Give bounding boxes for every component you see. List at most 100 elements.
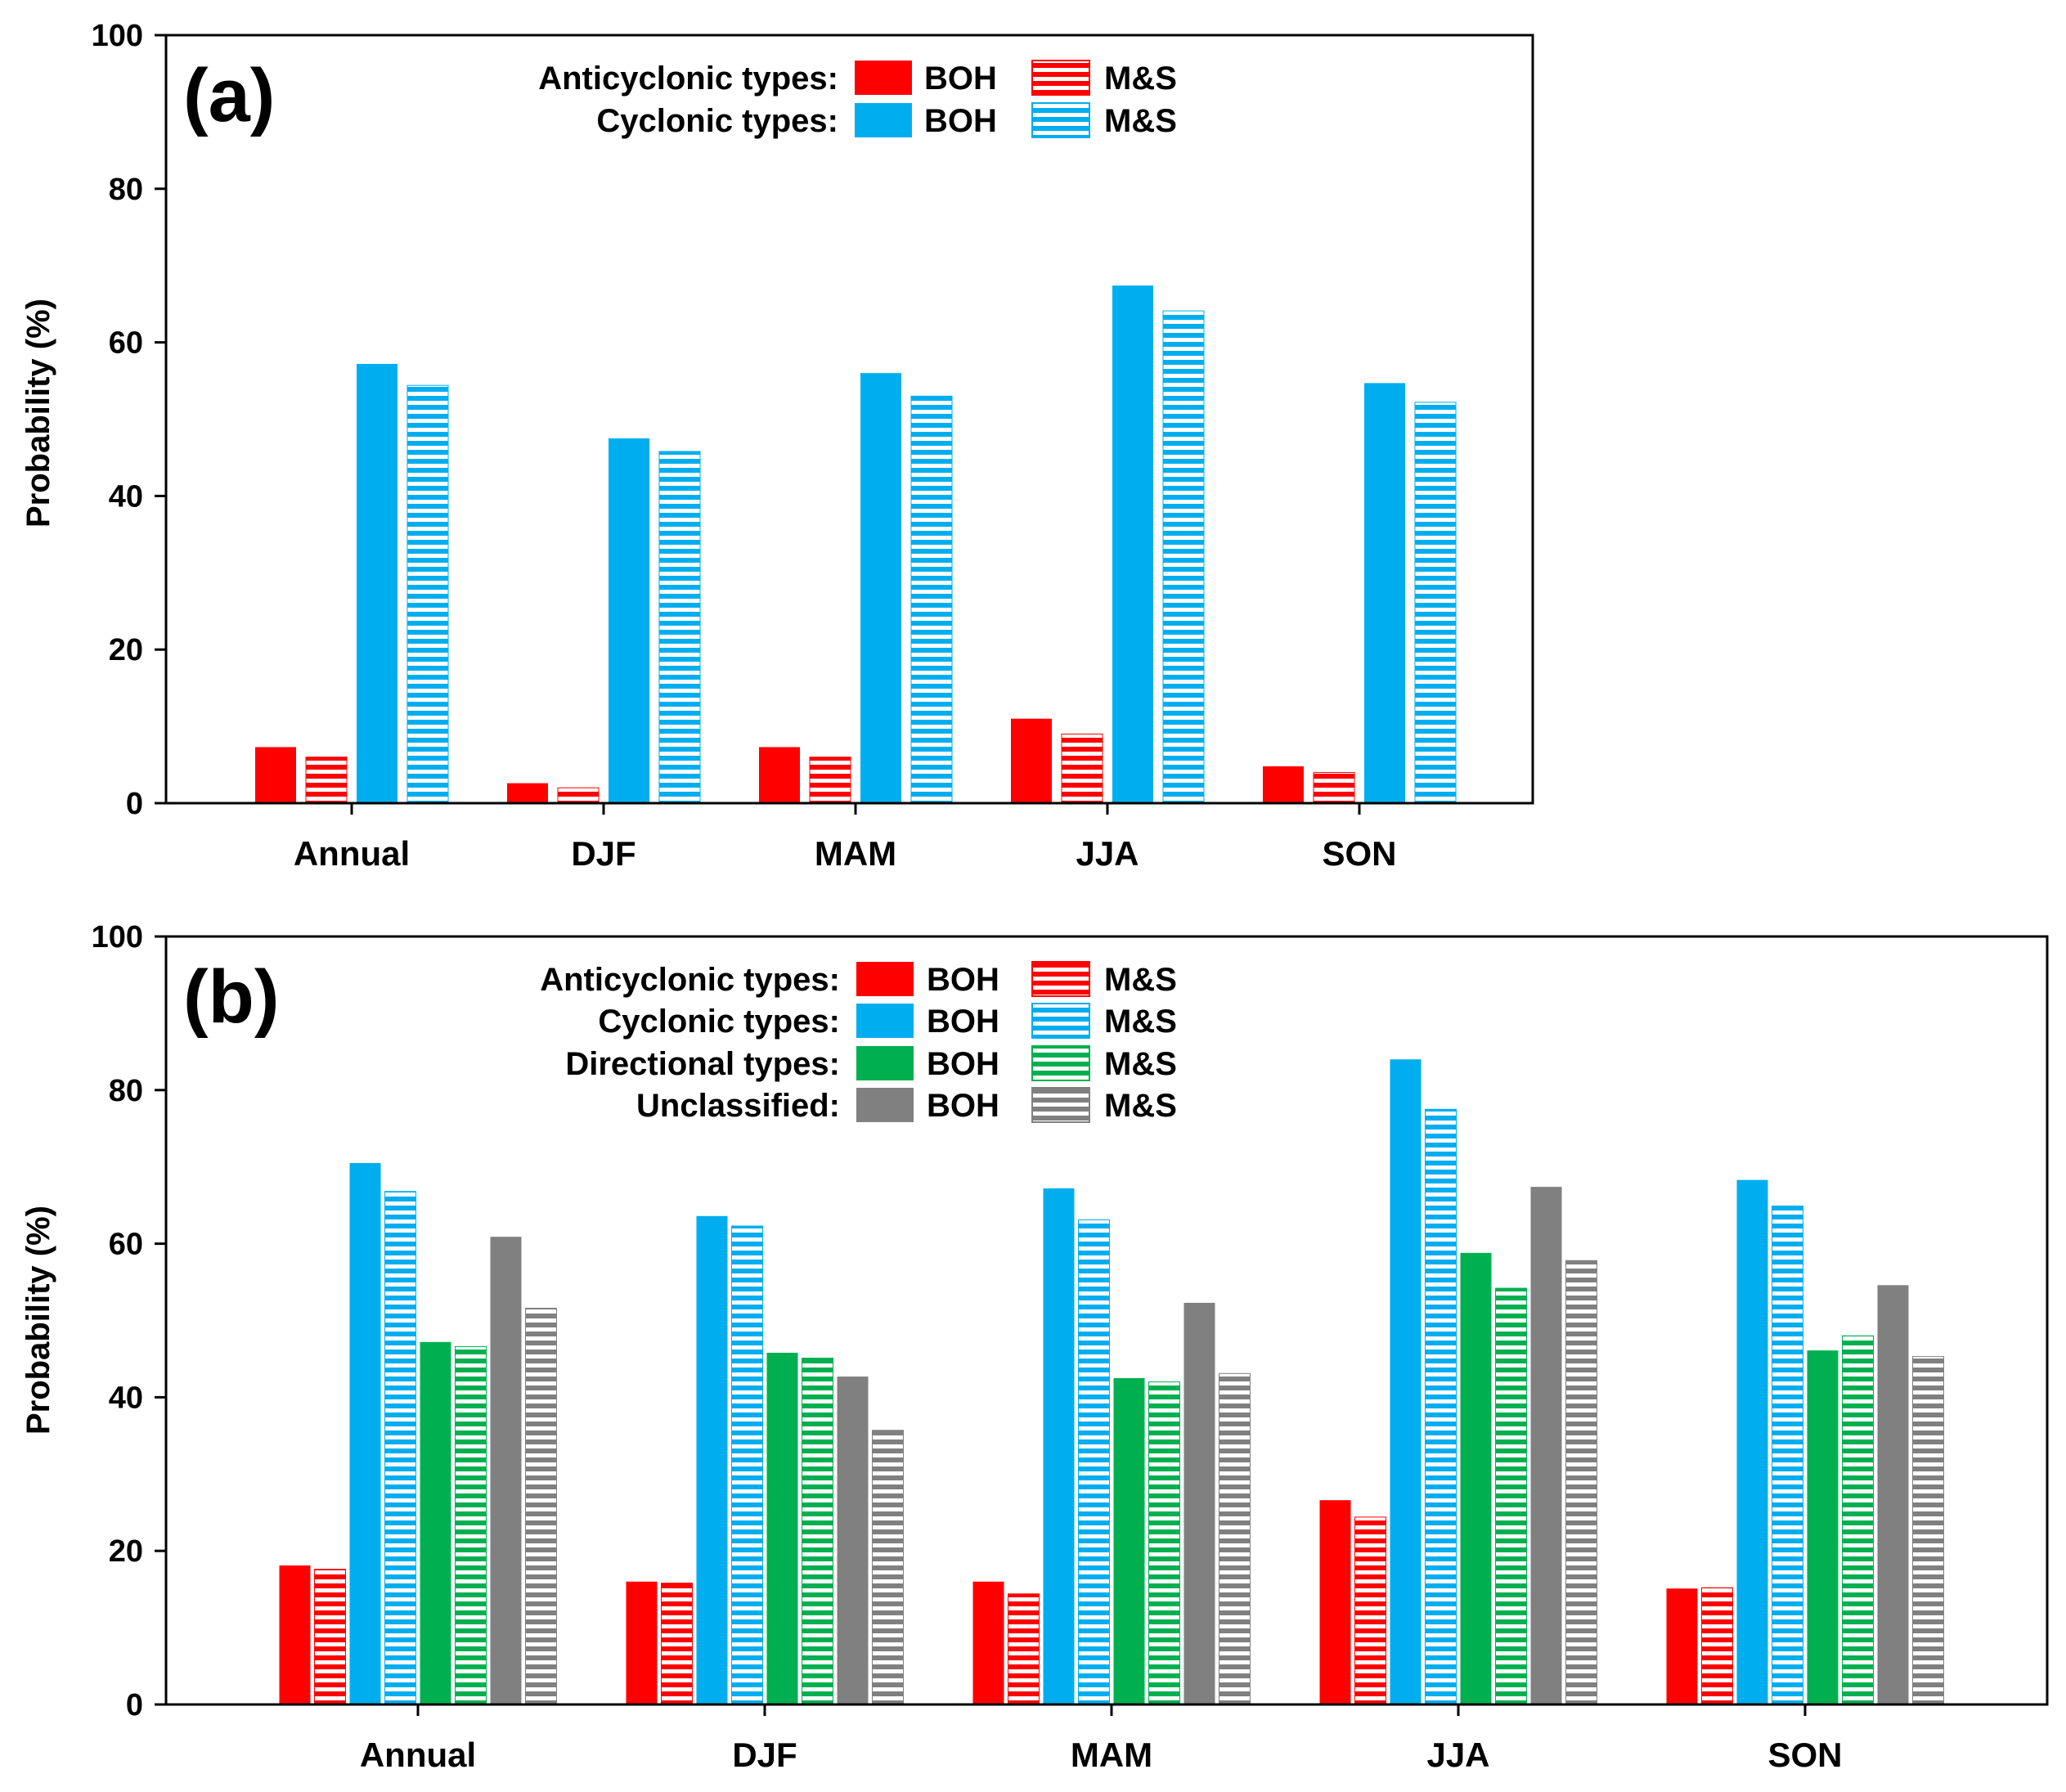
bar-directional-boh-jja (1460, 1252, 1492, 1704)
bar-anticyclonic-boh-son (1666, 1588, 1698, 1704)
bar-unclassified-boh-mam (1183, 1302, 1215, 1704)
bar-anticyclonic-ms-djf (661, 1583, 693, 1705)
bar-anticyclonic-boh-mam (972, 1581, 1004, 1704)
legend-swatch-ms (1031, 1003, 1090, 1039)
bar-unclassified-boh-son (1877, 1285, 1909, 1704)
bar-directional-boh-annual (420, 1341, 451, 1704)
legend-swatch-ms (1031, 1045, 1090, 1081)
x-tick-label: SON (1322, 834, 1396, 873)
legend-boh-label: BOH (927, 1004, 999, 1040)
bar-cyclonic-boh-annual (349, 1163, 381, 1704)
bars-b (279, 1059, 1944, 1705)
bar-anticyclonic-boh-mam (759, 747, 800, 803)
bar-cyclonic-ms-annual (406, 384, 449, 804)
bar-anticyclonic-boh-jja (1319, 1500, 1351, 1704)
bar-unclassified-ms-annual (525, 1307, 557, 1705)
legend-boh-label: BOH (924, 103, 997, 139)
bar-anticyclonic-ms-djf (557, 787, 600, 804)
plot-frame-b (164, 935, 2049, 1706)
legend-swatch-boh (856, 1088, 914, 1122)
y-tick-label: 20 (109, 1534, 143, 1569)
bar-anticyclonic-boh-jja (1011, 718, 1052, 803)
y-tick-label: 40 (109, 479, 143, 514)
bar-cyclonic-boh-mam (860, 373, 901, 803)
legend-ms-label: M&S (1104, 103, 1177, 139)
legend-boh-label: BOH (927, 1088, 999, 1124)
bar-unclassified-boh-jja (1530, 1187, 1562, 1704)
bar-unclassified-ms-djf (872, 1430, 904, 1705)
bar-directional-ms-son (1842, 1335, 1874, 1705)
bar-unclassified-ms-jja (1565, 1260, 1597, 1705)
legend-swatch-boh (855, 61, 912, 95)
legend-row-label: Directional types: (565, 1046, 840, 1082)
y-axis-label-b: Probability (%) (20, 1206, 56, 1435)
bar-anticyclonic-ms-mam (809, 757, 851, 804)
bar-cyclonic-boh-annual (357, 363, 397, 804)
x-tick-label: Annual (294, 834, 410, 873)
bar-cyclonic-boh-mam (1043, 1188, 1075, 1704)
bar-anticyclonic-ms-jja (1061, 733, 1103, 804)
bar-directional-ms-jja (1495, 1287, 1527, 1705)
bar-anticyclonic-boh-djf (626, 1581, 658, 1704)
bar-directional-ms-mam (1148, 1381, 1180, 1705)
bar-directional-boh-mam (1113, 1377, 1145, 1704)
panel-b: Probability (%) 0 20 40 60 80 100 Annual DJF MA… (20, 920, 2049, 1774)
x-tick-label: MAM (1071, 1736, 1152, 1774)
bar-anticyclonic-ms-annual (305, 757, 348, 804)
bar-cyclonic-boh-djf (696, 1215, 728, 1704)
bar-unclassified-boh-annual (490, 1237, 522, 1704)
y-tick-label: 80 (109, 1074, 143, 1108)
bar-directional-ms-djf (802, 1358, 833, 1705)
legend-swatch-ms (1031, 60, 1090, 96)
bar-cyclonic-ms-jja (1162, 310, 1205, 804)
legend-swatch-boh (856, 962, 914, 996)
legend-ms-label: M&S (1104, 61, 1177, 97)
bar-cyclonic-ms-son (1772, 1206, 1803, 1705)
y-tick-label: 60 (109, 326, 143, 361)
x-tick-label: JJA (1076, 834, 1139, 873)
x-tick-label: DJF (571, 834, 636, 873)
bar-cyclonic-ms-son (1414, 402, 1457, 804)
legend-swatch-boh (855, 103, 912, 137)
legend-row-label: Anticyclonic types: (538, 61, 838, 97)
legend-ms-label: M&S (1104, 1088, 1177, 1124)
bar-anticyclonic-boh-annual (255, 747, 296, 803)
y-tick-label: 80 (109, 173, 143, 207)
bar-cyclonic-boh-son (1364, 383, 1405, 803)
legend-row-label: Anticyclonic types: (540, 962, 840, 998)
bar-cyclonic-ms-djf (731, 1225, 763, 1705)
bar-cyclonic-ms-annual (384, 1191, 416, 1705)
y-tick-label: 0 (126, 1688, 143, 1722)
y-tick-label: 100 (92, 19, 143, 53)
x-tick-label: Annual (360, 1736, 476, 1774)
legend-ms-label: M&S (1104, 1004, 1177, 1040)
bar-unclassified-boh-djf (837, 1377, 869, 1704)
bar-directional-ms-annual (455, 1345, 487, 1705)
y-tick-label: 0 (126, 787, 143, 821)
bar-cyclonic-ms-mam (1078, 1219, 1110, 1705)
legend-row-label: Cyclonic types: (598, 1004, 840, 1040)
legend-swatch-boh (856, 1004, 914, 1038)
panel-label-b: (b) (183, 955, 279, 1039)
panel-label-a: (a) (183, 54, 275, 137)
bar-directional-boh-djf (766, 1352, 798, 1704)
bars-a (255, 285, 1457, 804)
legend-swatch-ms (1031, 961, 1090, 997)
bar-unclassified-ms-mam (1219, 1372, 1251, 1705)
bar-anticyclonic-ms-jja (1354, 1516, 1386, 1705)
bar-cyclonic-ms-djf (658, 451, 701, 804)
legend-boh-label: BOH (927, 1046, 999, 1082)
legend-swatch-boh (856, 1046, 914, 1080)
bar-anticyclonic-ms-son (1313, 771, 1355, 804)
legend-ms-label: M&S (1104, 962, 1177, 998)
legend-ms-label: M&S (1104, 1046, 1177, 1082)
x-tick-label: SON (1767, 1736, 1842, 1774)
bar-cyclonic-boh-son (1736, 1179, 1768, 1704)
legend-a: Anticyclonic types: BOH M&S Cyclonic types:… (538, 60, 1177, 139)
bar-anticyclonic-boh-djf (507, 783, 548, 803)
bar-anticyclonic-ms-mam (1008, 1593, 1040, 1705)
y-tick-label: 20 (109, 633, 143, 667)
legend-swatch-ms (1031, 1087, 1090, 1123)
bar-cyclonic-boh-jja (1112, 285, 1153, 803)
